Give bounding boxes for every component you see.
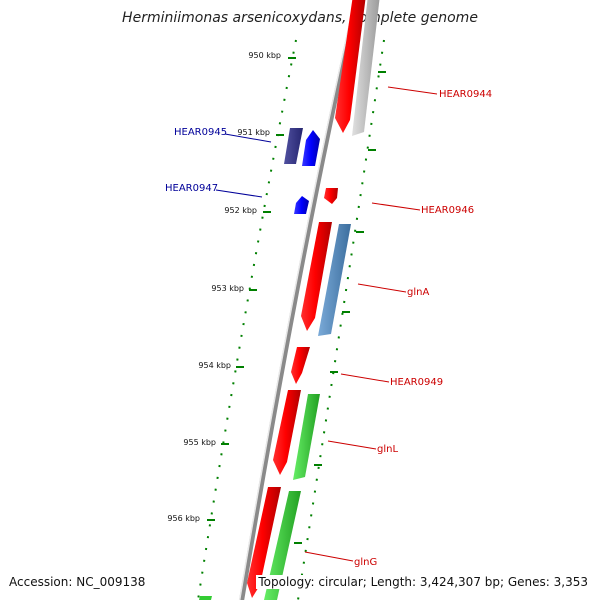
gene-HEAR0947[interactable] xyxy=(294,196,309,214)
label-connectors xyxy=(215,86,438,562)
cog-block-glnA xyxy=(318,224,351,336)
connector-glnL xyxy=(327,440,377,450)
cog-block-HEAR0945 xyxy=(284,128,303,164)
cog-blocks xyxy=(199,0,380,600)
connector-glnA xyxy=(357,283,407,293)
connector-HEAR0945 xyxy=(224,133,272,143)
gene-glnL[interactable] xyxy=(273,390,301,475)
map-title: Herminiimonas arsenicoxydans, complete g… xyxy=(122,10,478,26)
reverse-strand-genes xyxy=(294,130,320,214)
label-glnA[interactable]: glnA xyxy=(407,287,429,298)
gene-glnG[interactable] xyxy=(247,487,281,598)
tick-label-956: 956 kbp xyxy=(167,514,200,523)
tick-label-955: 955 kbp xyxy=(183,438,216,447)
tick-label-950: 950 kbp xyxy=(248,51,281,60)
genome-backbone xyxy=(239,0,360,600)
connector-HEAR0949 xyxy=(340,373,390,383)
gene-HEAR0945[interactable] xyxy=(302,130,320,166)
gene-glnA[interactable] xyxy=(301,222,332,331)
cog-block-glnG xyxy=(264,491,301,600)
label-glnG[interactable]: glnG xyxy=(354,557,377,568)
label-HEAR0945[interactable]: HEAR0945 xyxy=(174,127,227,138)
scale-track-inner xyxy=(197,39,297,600)
gene-HEAR0949[interactable] xyxy=(291,347,310,384)
gc-dashes xyxy=(294,71,386,544)
gene-HEAR0944[interactable] xyxy=(335,0,366,133)
cog-block-glnL xyxy=(293,394,320,480)
tick-label-951: 951 kbp xyxy=(237,128,270,137)
connector-HEAR0947 xyxy=(215,189,263,198)
label-HEAR0946[interactable]: HEAR0946 xyxy=(421,205,474,216)
tick-label-954: 954 kbp xyxy=(198,361,231,370)
accession-text: Accession: NC_009138 xyxy=(9,575,146,589)
genome-backbone-highlight xyxy=(238,0,356,600)
gc-track-outer xyxy=(297,39,385,600)
gene-labels: HEAR0944 HEAR0945 HEAR0946 HEAR0947 glnA… xyxy=(165,89,492,568)
topology-text: Topology: circular; Length: 3,424,307 bp… xyxy=(256,575,590,589)
connector-HEAR0944 xyxy=(387,86,438,95)
label-HEAR0944[interactable]: HEAR0944 xyxy=(439,89,492,100)
tick-label-952: 952 kbp xyxy=(224,206,257,215)
cog-block-HEAR0944 xyxy=(352,0,380,136)
cog-block-bottom xyxy=(199,596,212,600)
label-HEAR0949[interactable]: HEAR0949 xyxy=(390,377,443,388)
label-HEAR0947[interactable]: HEAR0947 xyxy=(165,183,218,194)
label-glnL[interactable]: glnL xyxy=(377,444,398,455)
connector-HEAR0946 xyxy=(371,202,421,211)
tick-labels: 950 kbp 951 kbp 952 kbp 953 kbp 954 kbp … xyxy=(167,51,281,523)
connector-glnG xyxy=(304,551,354,562)
gene-HEAR0946[interactable] xyxy=(324,188,338,204)
forward-strand-genes xyxy=(247,0,366,598)
tick-label-953: 953 kbp xyxy=(211,284,244,293)
scale-ticks xyxy=(207,57,296,521)
